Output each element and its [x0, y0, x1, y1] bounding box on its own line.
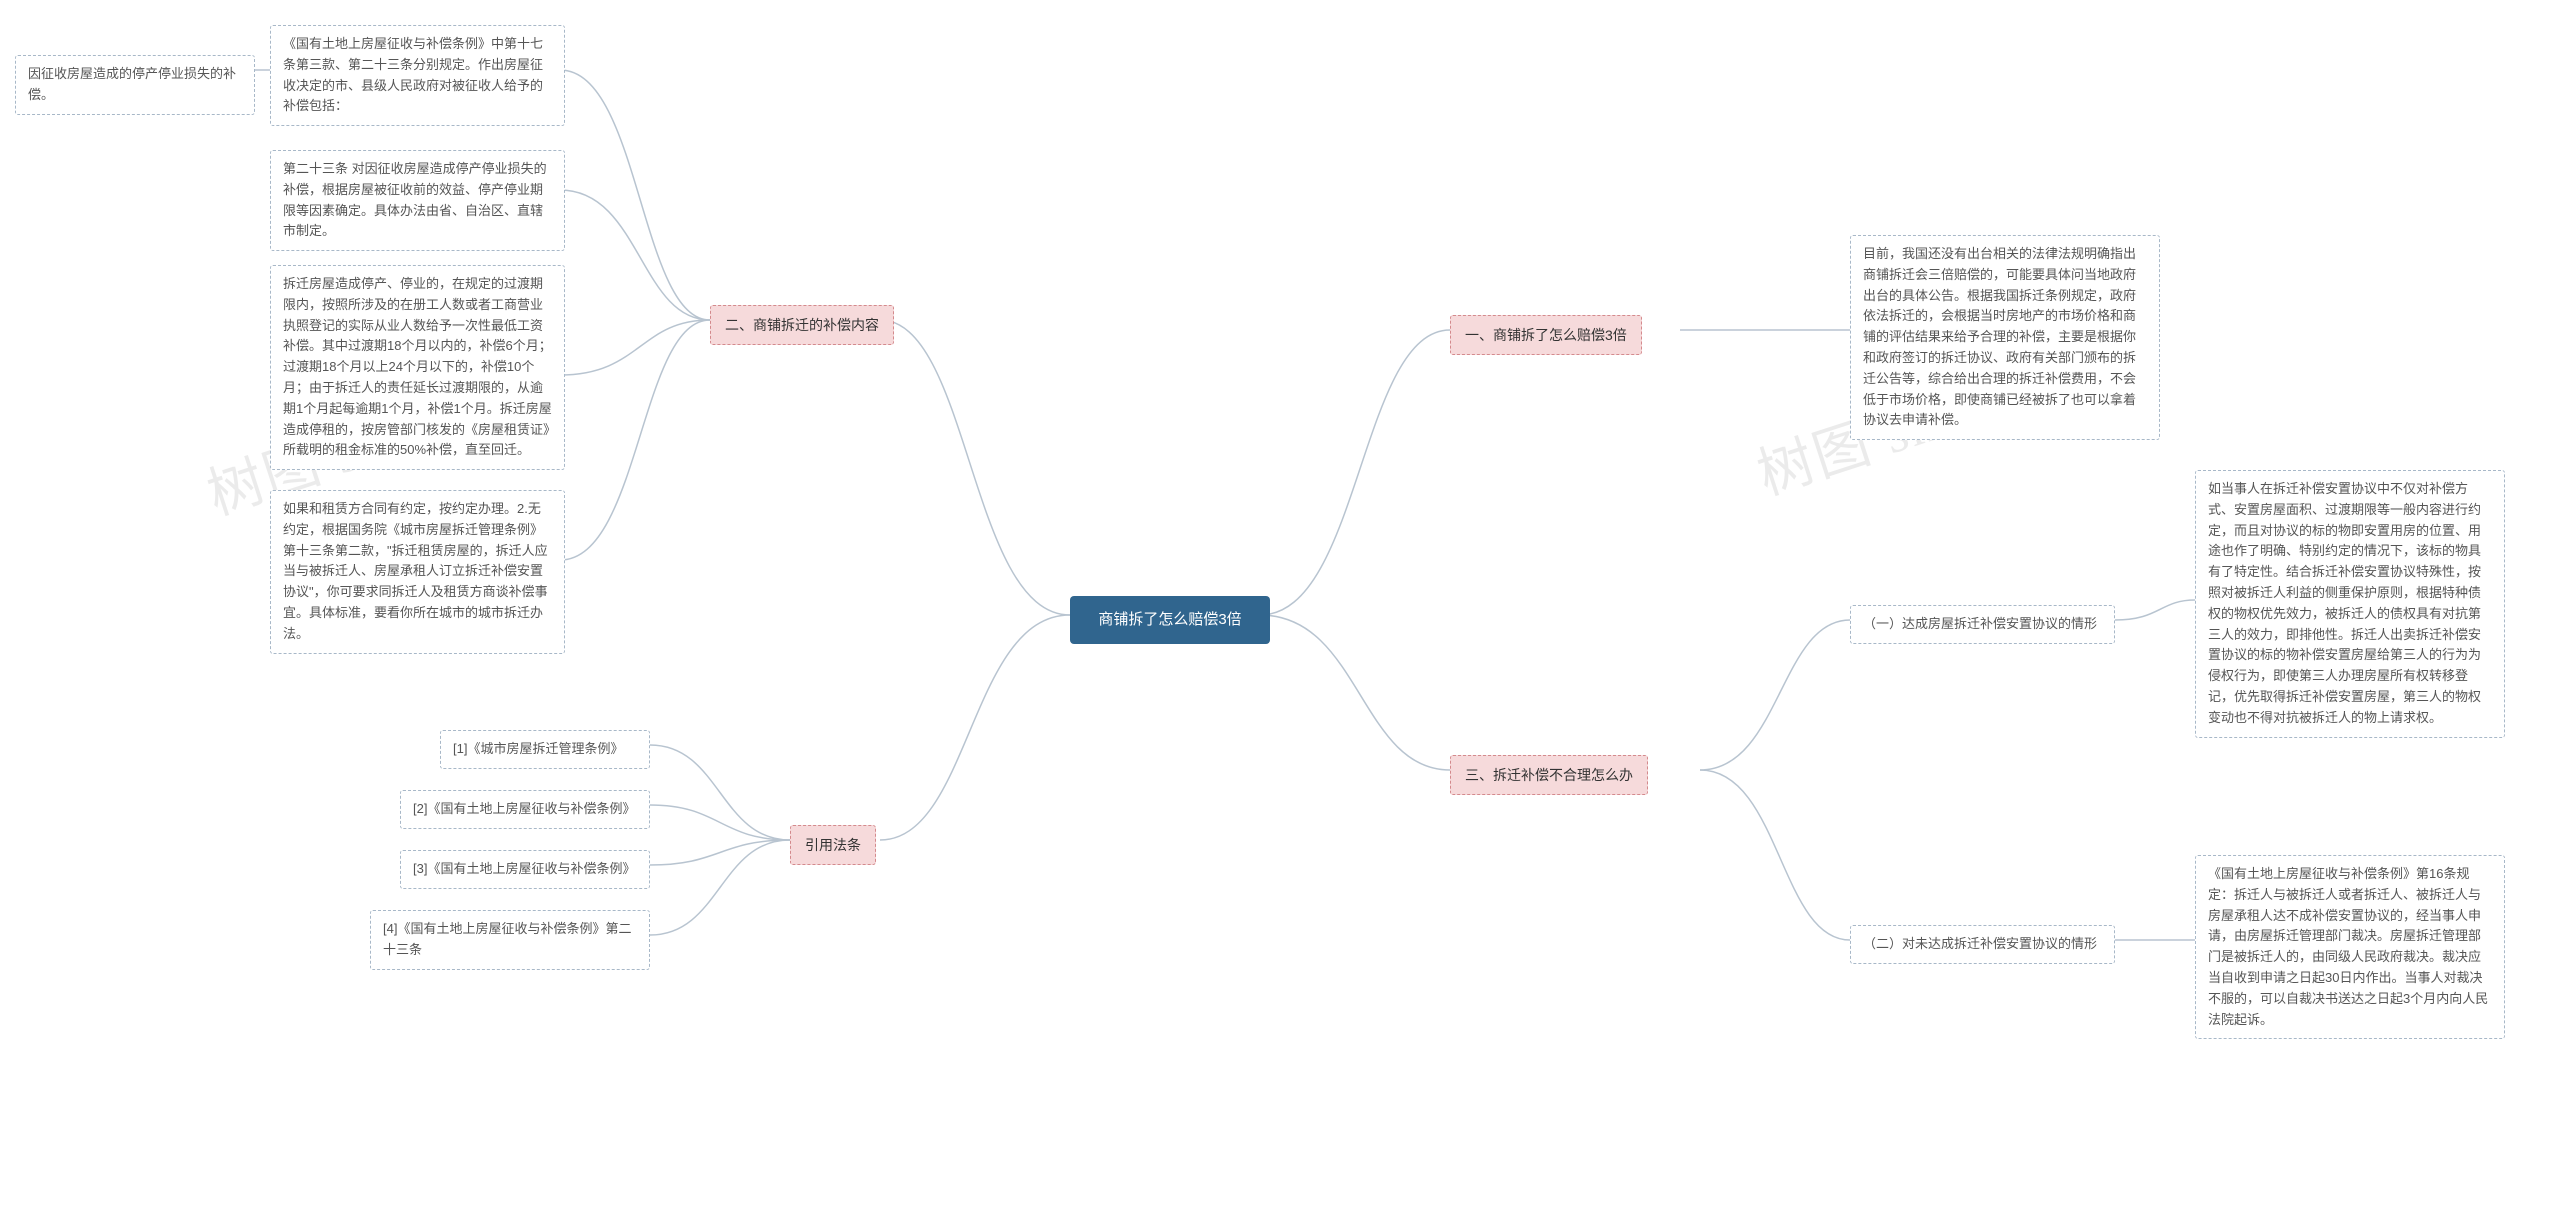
leaf-left-2-1: 《国有土地上房屋征收与补偿条例》中第十七条第三款、第二十三条分别规定。作出房屋征… — [270, 25, 565, 126]
leaf-left-2-1-sub: 因征收房屋造成的停产停业损失的补偿。 — [15, 55, 255, 115]
leaf-left-2-3: 拆迁房屋造成停产、停业的，在规定的过渡期限内，按照所涉及的在册工人数或者工商营业… — [270, 265, 565, 470]
leaf-left-2-2: 第二十三条 对因征收房屋造成停产停业损失的补偿，根据房屋被征收前的效益、停产停业… — [270, 150, 565, 251]
sub-right-3-1-text: 如当事人在拆迁补偿安置协议中不仅对补偿方式、安置房屋面积、过渡期限等一般内容进行… — [2195, 470, 2505, 738]
center-node: 商铺拆了怎么赔偿3倍 — [1070, 596, 1270, 644]
branch-left-2: 二、商铺拆迁的补偿内容 — [710, 305, 894, 345]
center-label: 商铺拆了怎么赔偿3倍 — [1098, 611, 1241, 628]
leaf-left-2-4: 如果和租赁方合同有约定，按约定办理。2.无约定，根据国务院《城市房屋拆迁管理条例… — [270, 490, 565, 654]
branch-right-3: 三、拆迁补偿不合理怎么办 — [1450, 755, 1648, 795]
sub-right-3-2-label: （二）对未达成拆迁补偿安置协议的情形 — [1850, 925, 2115, 964]
leaf-ref-2: [2]《国有土地上房屋征收与补偿条例》 — [400, 790, 650, 829]
sub-right-3-1-label: （一）达成房屋拆迁补偿安置协议的情形 — [1850, 605, 2115, 644]
sub-right-3-2-text: 《国有土地上房屋征收与补偿条例》第16条规定：拆迁人与被拆迁人或者拆迁人、被拆迁… — [2195, 855, 2505, 1039]
leaf-ref-3: [3]《国有土地上房屋征收与补偿条例》 — [400, 850, 650, 889]
branch-left-ref: 引用法条 — [790, 825, 876, 865]
leaf-ref-4: [4]《国有土地上房屋征收与补偿条例》第二十三条 — [370, 910, 650, 970]
leaf-right-1-1: 目前，我国还没有出台相关的法律法规明确指出商铺拆迁会三倍赔偿的，可能要具体问当地… — [1850, 235, 2160, 440]
leaf-ref-1: [1]《城市房屋拆迁管理条例》 — [440, 730, 650, 769]
branch-right-1: 一、商铺拆了怎么赔偿3倍 — [1450, 315, 1642, 355]
